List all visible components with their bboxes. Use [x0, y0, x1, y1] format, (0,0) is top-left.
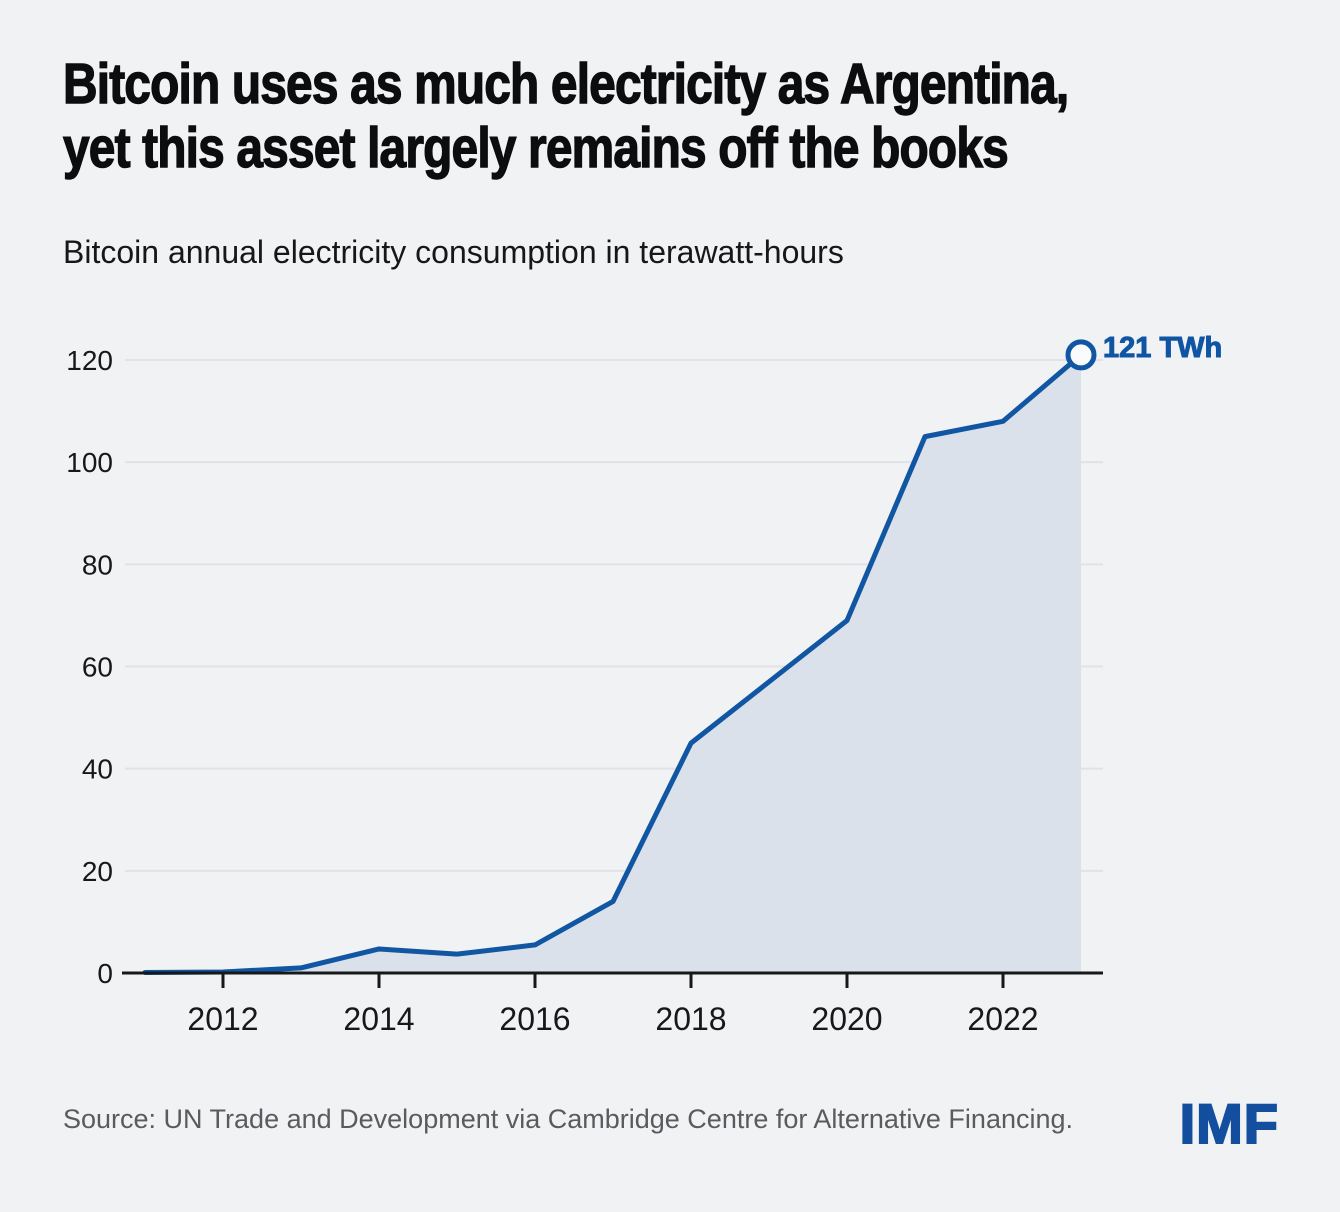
y-tick-label: 80: [82, 549, 113, 580]
x-tick-label: 2020: [811, 1001, 882, 1037]
imf-logo: IMF: [1179, 1092, 1279, 1155]
y-tick-label: 120: [66, 345, 113, 376]
chart-area: [145, 354, 1081, 973]
end-point-marker: [1065, 339, 1097, 371]
y-tick-label: 20: [82, 856, 113, 887]
chart-title: Bitcoin uses as much electricity as Arge…: [62, 51, 1069, 180]
x-tick-label: 2014: [343, 1001, 414, 1037]
chart-subtitle: Bitcoin annual electricity consumption i…: [63, 234, 844, 270]
y-tick-label: 100: [66, 447, 113, 478]
x-tick-label: 2018: [655, 1001, 726, 1037]
x-tick-label: 2016: [499, 1001, 570, 1037]
x-tick-label: 2012: [187, 1001, 258, 1037]
y-tick-label: 0: [97, 958, 113, 989]
x-tick-label: 2022: [967, 1001, 1038, 1037]
y-tick-label: 40: [82, 754, 113, 785]
y-tick-label: 60: [82, 652, 113, 683]
title-line-2: yet this asset largely remains off the b…: [62, 115, 1009, 180]
title-line-1: Bitcoin uses as much electricity as Arge…: [62, 51, 1069, 116]
chart-line: [142, 352, 1084, 975]
source-note: Source: UN Trade and Development via Cam…: [63, 1104, 1074, 1134]
end-value-label: 121 TWh: [1103, 332, 1222, 364]
